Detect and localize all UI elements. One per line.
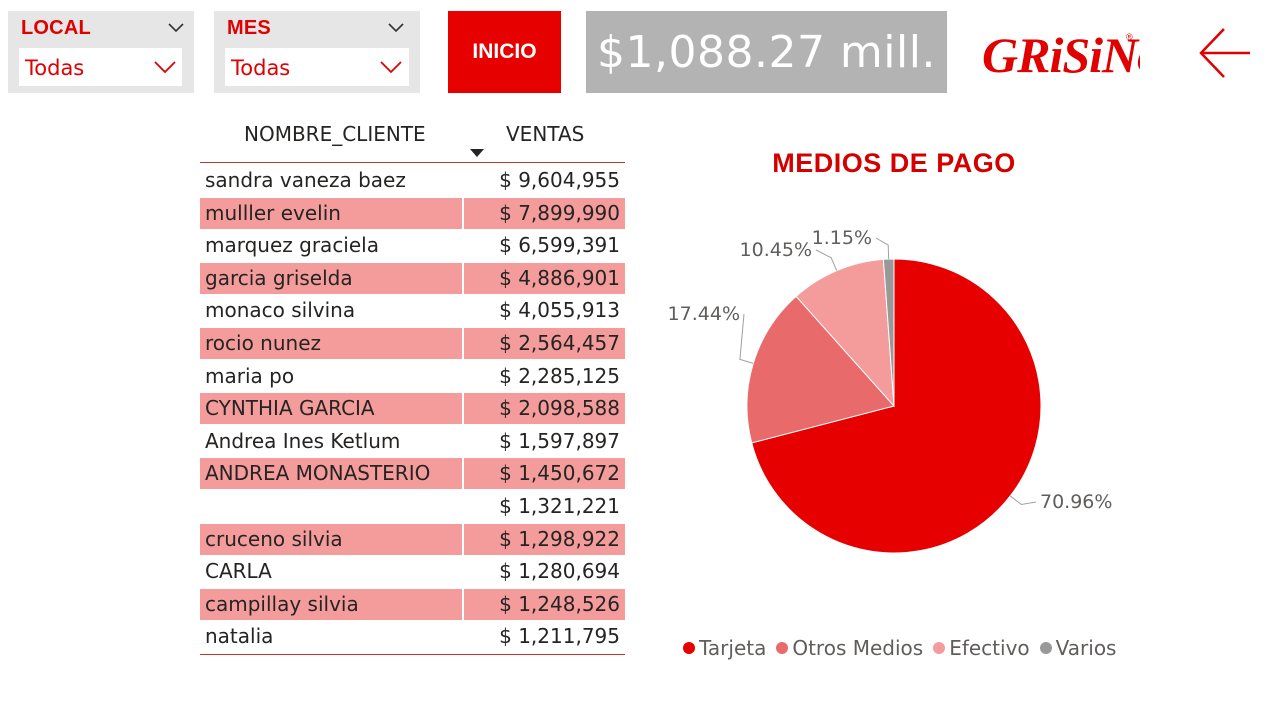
column-header-nombre-cliente[interactable]: NOMBRE_CLIENTE: [244, 122, 426, 146]
cell-nombre-cliente: monaco silvina: [205, 298, 356, 323]
mes-slicer[interactable]: MES Todas: [214, 11, 420, 93]
local-slicer[interactable]: LOCAL Todas: [8, 11, 194, 93]
data-label: 10.45%: [740, 239, 812, 261]
local-dropdown[interactable]: Todas: [19, 48, 182, 86]
cell-nombre-cliente: cruceno silvia: [200, 523, 462, 555]
pie-slice-varios[interactable]: [882, 258, 895, 407]
total-sales-value: $1,088.27 mill.: [597, 26, 936, 78]
data-label: 17.44%: [668, 303, 740, 325]
table-row[interactable]: $ 1,321,221: [200, 491, 625, 524]
table-row[interactable]: cruceno silvia $ 1,298,922: [200, 523, 625, 557]
cell-nombre-cliente: mulller evelin: [200, 197, 462, 229]
cell-ventas: $ 1,450,672: [464, 458, 625, 490]
table-row[interactable]: garcia griselda $ 4,886,901: [200, 262, 625, 296]
chevron-down-icon[interactable]: [379, 58, 403, 76]
cell-nombre-cliente: campillay silvia: [200, 588, 462, 620]
cell-nombre-cliente: Andrea Ines Ketlum: [205, 428, 401, 453]
table-row[interactable]: campillay silvia $ 1,248,526: [200, 588, 625, 622]
table-row[interactable]: Andrea Ines Ketlum $ 1,597,897: [200, 426, 625, 459]
svg-text:GRiSiNo: GRiSiNo: [982, 27, 1140, 83]
legend-item[interactable]: Otros Medios: [776, 636, 923, 660]
clients-table: NOMBRE_CLIENTE VENTAS sandra vaneza baez…: [200, 112, 625, 655]
table-row[interactable]: maria po $ 2,285,125: [200, 361, 625, 394]
legend-item[interactable]: Varios: [1039, 636, 1117, 660]
cell-ventas: $ 2,285,125: [499, 363, 620, 388]
local-slicer-title: LOCAL: [21, 17, 91, 39]
cell-nombre-cliente: CYNTHIA GARCIA: [200, 393, 462, 425]
pie-slice-tarjeta[interactable]: [751, 258, 1042, 554]
cell-ventas: $ 6,599,391: [499, 233, 620, 258]
cell-nombre-cliente: sandra vaneza baez: [205, 168, 406, 192]
table-row[interactable]: marquez graciela $ 6,599,391: [200, 230, 625, 263]
cell-ventas: $ 1,248,526: [464, 588, 625, 620]
mes-slicer-title: MES: [227, 17, 271, 39]
legend-dot-icon: [1039, 642, 1052, 654]
column-header-ventas[interactable]: VENTAS: [506, 122, 585, 146]
pie-slice-otros-medios[interactable]: [746, 295, 895, 444]
cell-nombre-cliente: [200, 491, 462, 522]
leader-line: [1009, 495, 1037, 506]
data-label: 1.15%: [812, 227, 872, 249]
back-arrow-icon[interactable]: [1197, 26, 1253, 80]
data-label: 70.96%: [1040, 491, 1112, 513]
cell-ventas: $ 2,098,588: [464, 393, 625, 425]
legend-label: Tarjeta: [699, 636, 767, 660]
grisino-logo: GRiSiNo ®: [982, 27, 1140, 83]
table-body: sandra vaneza baez $ 9,604,955 mulller eve…: [200, 163, 625, 654]
legend-dot-icon: [776, 642, 789, 654]
cell-ventas: $ 4,886,901: [464, 262, 625, 294]
table-row[interactable]: monaco silvina $ 4,055,913: [200, 295, 625, 328]
chevron-down-icon[interactable]: [386, 17, 406, 37]
cell-nombre-cliente: maria po: [205, 363, 295, 388]
mes-dropdown-value: Todas: [231, 56, 291, 80]
cell-ventas: $ 2,564,457: [464, 327, 625, 359]
cell-nombre-cliente: garcia griselda: [200, 262, 462, 294]
cell-ventas: $ 9,604,955: [499, 168, 620, 192]
cell-ventas: $ 1,597,897: [499, 428, 620, 453]
legend-dot-icon: [933, 642, 946, 654]
cell-nombre-cliente: CARLA: [205, 559, 272, 584]
table-row[interactable]: ANDREA MONASTERIO $ 1,450,672: [200, 458, 625, 491]
legend-item[interactable]: Efectivo: [933, 636, 1030, 660]
legend-label: Efectivo: [949, 636, 1030, 660]
table-row[interactable]: CARLA $ 1,280,694: [200, 556, 625, 589]
cell-nombre-cliente: rocio nunez: [200, 327, 462, 359]
sort-descending-icon[interactable]: [470, 149, 484, 157]
cell-ventas: $ 1,298,922: [464, 523, 625, 555]
table-footer-line: [200, 653, 625, 655]
table-row[interactable]: rocio nunez $ 2,564,457: [200, 327, 625, 361]
mes-dropdown[interactable]: Todas: [225, 48, 409, 86]
chevron-down-icon[interactable]: [153, 58, 177, 76]
cell-nombre-cliente: ANDREA MONASTERIO: [200, 458, 462, 490]
payment-methods-pie-chart[interactable]: 70.96% 17.44% 10.45%1.15%: [640, 200, 1160, 620]
chart-legend: Tarjeta Otros Medios Efectivo Varios: [683, 636, 1116, 660]
legend-dot-icon: [683, 642, 695, 654]
table-row[interactable]: natalia $ 1,211,795: [200, 621, 625, 654]
table-row[interactable]: CYNTHIA GARCIA $ 2,098,588: [200, 393, 625, 426]
legend-label: Otros Medios: [792, 636, 924, 660]
inicio-button[interactable]: INICIO: [448, 11, 561, 93]
legend-label: Varios: [1055, 636, 1117, 660]
table-header: NOMBRE_CLIENTE VENTAS: [200, 112, 625, 163]
cell-nombre-cliente: marquez graciela: [205, 233, 379, 258]
cell-ventas: $ 7,899,990: [464, 197, 625, 229]
leader-line: [815, 249, 838, 271]
chart-title: MEDIOS DE PAGO: [772, 148, 1016, 178]
cell-ventas: $ 4,055,913: [499, 298, 620, 323]
chevron-down-icon[interactable]: [166, 17, 186, 37]
cell-ventas: $ 1,321,221: [499, 493, 620, 518]
leader-line: [739, 313, 754, 364]
total-sales-card: $1,088.27 mill.: [586, 11, 947, 93]
legend-item[interactable]: Tarjeta: [683, 636, 766, 660]
local-dropdown-value: Todas: [25, 56, 85, 80]
svg-text:®: ®: [1126, 32, 1133, 42]
cell-nombre-cliente: natalia: [205, 624, 274, 649]
leader-line: [875, 237, 890, 260]
cell-ventas: $ 1,211,795: [499, 624, 620, 649]
table-row[interactable]: sandra vaneza baez $ 9,604,955: [200, 165, 625, 198]
cell-ventas: $ 1,280,694: [499, 559, 620, 584]
table-row[interactable]: mulller evelin $ 7,899,990: [200, 197, 625, 231]
